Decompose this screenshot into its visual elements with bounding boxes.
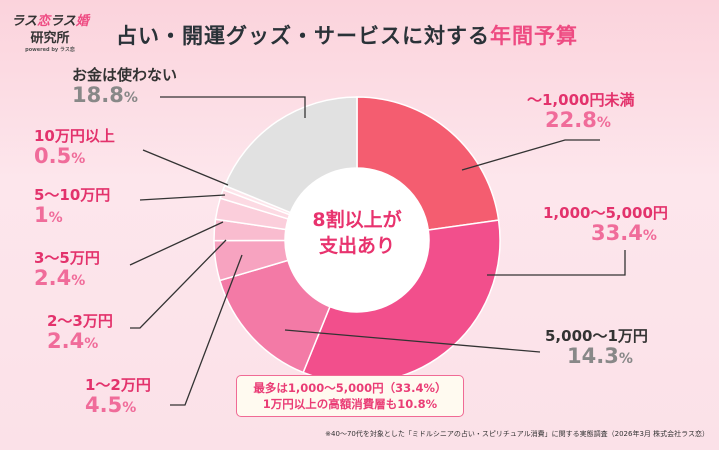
slice-label: 1～2万円	[85, 376, 151, 394]
donut-center-text: 8割以上が支出あり	[297, 208, 417, 259]
slice-label: 5～10万円	[34, 186, 111, 204]
slice-value: 33.4	[591, 220, 643, 245]
leader-line	[461, 139, 600, 171]
slice-value: 2.4	[34, 265, 72, 290]
center-line: 支出あり	[318, 234, 395, 257]
callout-box: 最多は1,000～5,000円（33.4%） 1万円以上の高額消費層も10.8%	[236, 375, 464, 417]
leader-line	[129, 221, 224, 266]
title-highlight: 年間予算	[490, 24, 578, 48]
slice-label: ～1,000円未満	[527, 91, 635, 109]
title-main: 占い・開運グッズ・サービスに対する	[116, 24, 490, 48]
logo: ラス恋ラス婚 研究所 powered by ラス恋	[10, 10, 90, 53]
logo-text: 恋	[36, 14, 50, 29]
leader-line	[170, 254, 243, 406]
slice-value: 18.8	[72, 82, 124, 107]
label-5000-10000: 5,000～1万円 14.3%	[545, 328, 648, 368]
leader-line	[284, 329, 541, 353]
leader-line	[139, 194, 226, 201]
unit: %	[71, 272, 86, 289]
unit: %	[71, 150, 86, 167]
logo-tagline: powered by ラス恋	[25, 47, 75, 53]
slice-value: 14.3	[567, 343, 619, 368]
label-over-10man: 10万円以上 0.5%	[34, 128, 115, 168]
leader-lines	[129, 96, 626, 406]
chart-title: 占い・開運グッズ・サービスに対する年間予算	[116, 20, 578, 50]
label-5-10man: 5～10万円 1%	[34, 187, 110, 227]
logo-text: 婚	[75, 14, 89, 29]
logo-text: ラス	[50, 14, 76, 29]
unit: %	[48, 209, 63, 226]
label-1000-5000: 1,000～5,000円 33.4%	[543, 205, 668, 245]
label-no-spending: お金は使わない 18.8%	[72, 67, 177, 107]
leader-line	[142, 149, 229, 186]
leader-line	[487, 250, 626, 276]
logo-text: ラス	[11, 14, 37, 29]
unit: %	[642, 227, 657, 244]
label-2-3man: 2～3万円 2.4%	[47, 313, 113, 353]
footnote: ※40～70代を対象とした「ミドルシニアの占い・スピリチュアル消費」に関する実態…	[325, 430, 709, 438]
slice-value: 1	[34, 202, 49, 227]
slice-value: 22.8	[545, 107, 597, 132]
slice-value: 2.4	[47, 328, 85, 353]
label-3-5man: 3～5万円 2.4%	[34, 250, 100, 290]
logo-text: 研究所	[30, 31, 70, 46]
slice-label: 10万円以上	[34, 127, 115, 145]
donut-slice	[356, 96, 500, 231]
slice-label: 1,000～5,000円	[543, 204, 668, 222]
slice-label: 5,000～1万円	[545, 327, 648, 345]
donut-hole	[285, 168, 429, 312]
unit: %	[123, 89, 138, 106]
callout-line: 最多は1,000～5,000円（33.4%）	[253, 381, 447, 395]
leader-line	[160, 96, 306, 118]
label-1-2man: 1～2万円 4.5%	[85, 377, 151, 417]
unit: %	[122, 399, 137, 416]
unit: %	[596, 114, 611, 131]
slice-value: 0.5	[34, 143, 72, 168]
slice-label: 2～3万円	[47, 312, 113, 330]
slice-value: 4.5	[85, 392, 123, 417]
unit: %	[618, 350, 633, 367]
unit: %	[84, 335, 99, 352]
label-under-1000: ～1,000円未満 22.8%	[527, 92, 634, 132]
callout-line: 1万円以上の高額消費層も10.8%	[262, 397, 438, 411]
slice-label: 3～5万円	[34, 249, 100, 267]
leader-line	[130, 239, 227, 329]
slice-label: お金は使わない	[72, 66, 178, 84]
center-line: 8割以上が	[312, 209, 402, 231]
